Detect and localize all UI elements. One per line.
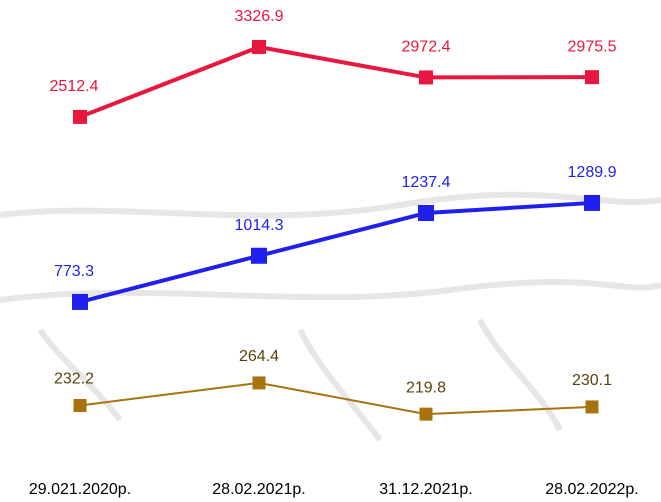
x-tick-label: 29.021.2020р. (29, 481, 131, 498)
x-tick-label: 31.12.2021р. (379, 481, 472, 498)
point-marker (585, 400, 599, 414)
data-label: 1237.4 (402, 174, 451, 191)
point-marker (585, 70, 599, 85)
point-marker (73, 109, 87, 124)
point-marker (419, 70, 433, 85)
data-label: 2512.4 (50, 78, 99, 95)
series-line (79, 381, 593, 416)
x-tick-label: 28.02.2021р. (212, 481, 305, 498)
data-label: 2975.5 (568, 38, 617, 55)
point-marker (72, 293, 88, 310)
data-label: 1289.9 (568, 164, 617, 181)
point-marker (252, 39, 266, 54)
data-label: 230.1 (572, 372, 612, 389)
point-marker (584, 194, 600, 211)
point-marker (252, 376, 266, 390)
data-label: 3326.9 (235, 8, 284, 25)
series-line (79, 200, 593, 304)
point-marker (73, 398, 87, 412)
point-marker (419, 407, 433, 421)
x-tick-label: 28.02.2022р. (545, 481, 638, 498)
point-marker (418, 204, 434, 221)
data-label: 773.3 (54, 263, 94, 280)
series-line (79, 44, 593, 119)
data-label: 232.2 (54, 371, 94, 388)
data-label: 2972.4 (402, 39, 451, 56)
point-marker (251, 247, 267, 264)
data-label: 264.4 (239, 348, 279, 365)
data-label: 1014.3 (235, 217, 284, 234)
data-label: 219.8 (406, 379, 446, 396)
